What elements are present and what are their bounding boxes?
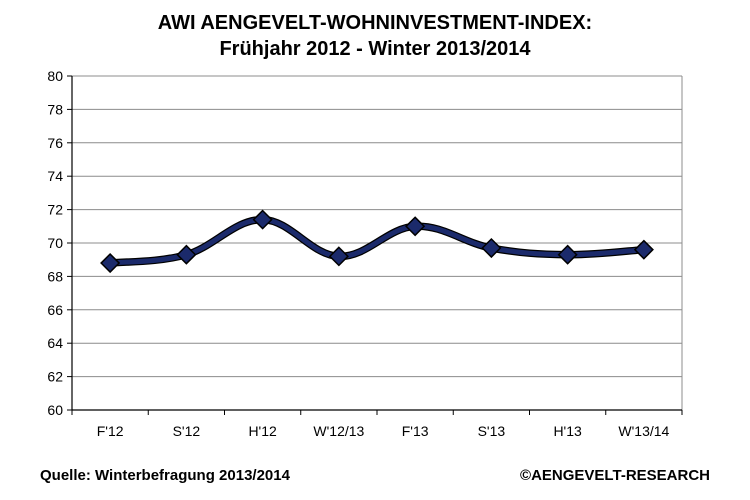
y-tick-label: 66 xyxy=(47,302,63,318)
series-line xyxy=(107,217,647,266)
x-tick-label: H'12 xyxy=(248,423,277,439)
data-point-marker xyxy=(557,244,578,265)
data-point-marker xyxy=(176,244,197,265)
x-tick-label: F'12 xyxy=(97,423,124,439)
y-tick-label: 80 xyxy=(47,68,63,84)
y-tick-label: 70 xyxy=(47,235,63,251)
axes xyxy=(67,75,683,415)
copyright-note: ©AENGEVELT-RESEARCH xyxy=(520,467,710,484)
y-tick-label: 72 xyxy=(47,202,63,218)
y-tick-label: 78 xyxy=(47,101,63,117)
chart-subtitle: Frühjahr 2012 - Winter 2013/2014 xyxy=(219,38,531,60)
gridlines xyxy=(72,75,683,410)
x-tick-label: F'13 xyxy=(402,423,429,439)
y-tick-label: 76 xyxy=(47,135,63,151)
chart-title: AWI AENGEVELT-WOHNINVESTMENT-INDEX: xyxy=(157,12,593,34)
data-point-marker xyxy=(633,239,654,260)
x-tick-label: S'13 xyxy=(478,423,506,439)
data-point-marker xyxy=(252,209,273,230)
source-note: Quelle: Winterbefragung 2013/2014 xyxy=(40,467,290,484)
data-point-marker xyxy=(100,252,121,274)
y-tick-label: 64 xyxy=(47,335,63,351)
x-tick-label: W'12/13 xyxy=(313,423,364,439)
data-point-marker xyxy=(405,216,426,237)
data-point-marker xyxy=(481,237,502,259)
y-tick-label: 60 xyxy=(47,402,63,418)
y-tick-label: 62 xyxy=(47,369,63,385)
x-tick-label: S'12 xyxy=(173,423,201,439)
data-series xyxy=(100,209,654,274)
y-tick-label: 68 xyxy=(47,268,63,284)
tick-labels: 60 62 64 66 68 70 72 74 76 78 80 F'12 S'12 H'12 W'12/1… xyxy=(47,68,669,439)
x-tick-label: H'13 xyxy=(553,423,582,439)
x-tick-label: W'13/14 xyxy=(618,423,669,439)
data-point-marker xyxy=(328,246,349,267)
y-tick-label: 74 xyxy=(47,168,63,184)
